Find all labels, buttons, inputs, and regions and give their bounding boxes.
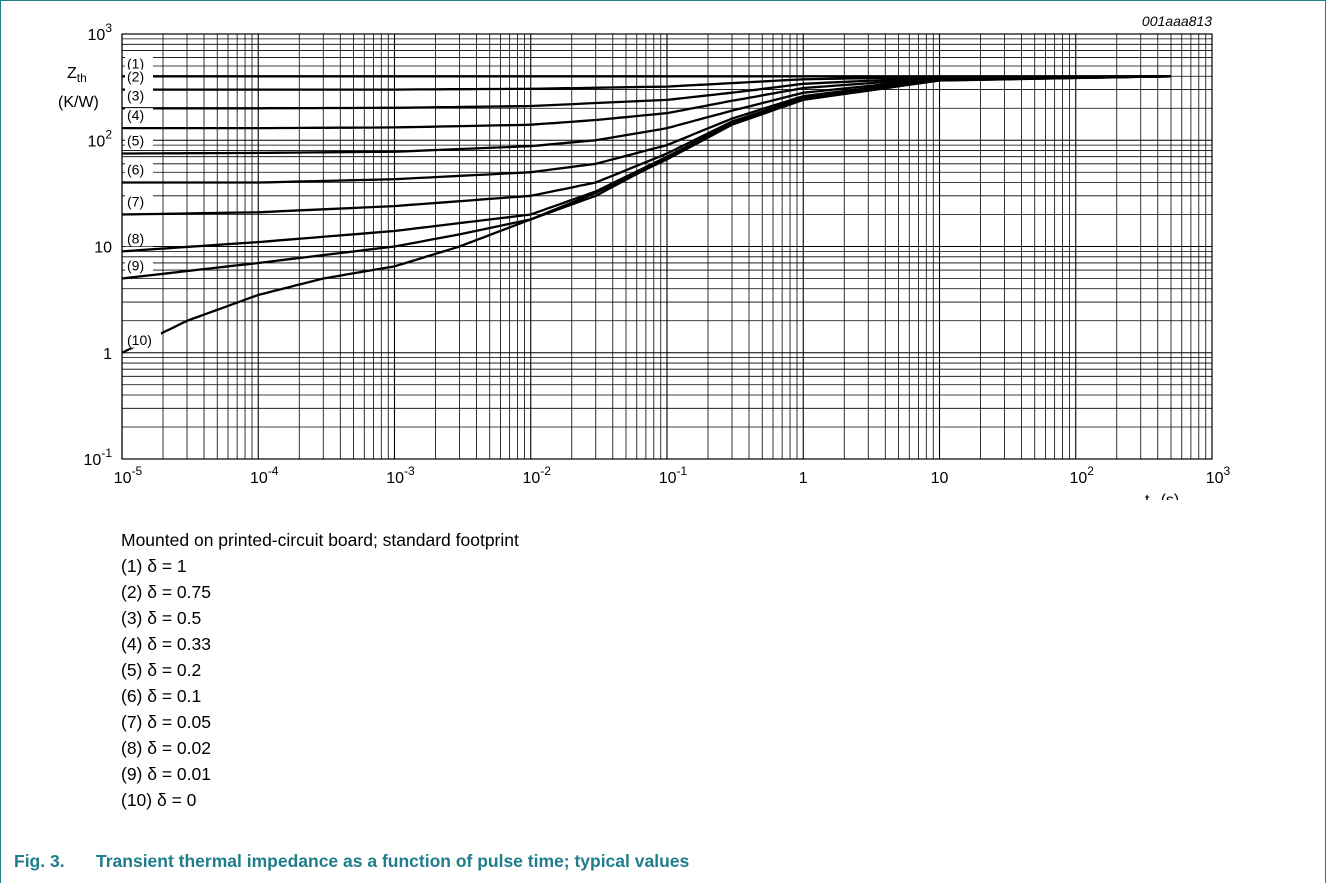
legend-item-7: (7) δ = 0.05 — [121, 712, 211, 732]
x-tick-label: 10-5 — [114, 464, 143, 487]
series-label-9: (9) — [127, 257, 144, 273]
figure-code: 001aaa813 — [1142, 13, 1212, 29]
curve-9 — [121, 75, 1172, 280]
legend-item-2: (2) δ = 0.75 — [121, 582, 211, 602]
x-tick-label: 10-3 — [386, 464, 415, 487]
x-tick-label: 102 — [1070, 464, 1095, 487]
series-label-1: (1) — [127, 55, 144, 71]
series-label-bg-6 — [125, 162, 153, 178]
legend-item-8: (8) δ = 0.02 — [121, 738, 211, 758]
thermal-impedance-chart: 10-5 10-4 10-3 10-2 10-1 1 10 102 103 10-1 1 10 102 1… — [58, 13, 1231, 500]
curve-5 — [122, 75, 1172, 155]
curve-10 — [121, 75, 1172, 354]
x-tick-label: 103 — [1206, 464, 1231, 487]
y-tick-label: 10-1 — [84, 446, 113, 469]
x-tick-label: 10-2 — [523, 464, 552, 487]
curve-2 — [122, 75, 1171, 91]
plot-border — [121, 33, 1213, 460]
series-label-10: (10) — [127, 332, 152, 348]
series-label-bg-8 — [125, 231, 153, 247]
x-tick-label: 10 — [931, 470, 949, 487]
series-label-7: (7) — [127, 194, 144, 210]
figure-notes: Mounted on printed-circuit board; standa… — [121, 527, 519, 813]
series-label-4: (4) — [127, 107, 144, 123]
y-tick-label: 102 — [88, 127, 113, 150]
series-label-2: (2) — [127, 69, 144, 85]
series-label-8: (8) — [127, 230, 144, 246]
legend-item-4: (4) δ = 0.33 — [121, 634, 211, 654]
legend-item-5: (5) δ = 0.2 — [121, 660, 202, 680]
x-tick-label: 10-1 — [659, 464, 688, 487]
y-axis-unit: (K/W) — [58, 94, 99, 111]
chart-labels: 10-5 10-4 10-3 10-2 10-1 1 10 102 103 10-1 1 10 102 1… — [58, 13, 1231, 500]
y-tick-label: 103 — [88, 21, 113, 44]
y-tick-label: 1 — [103, 346, 112, 363]
series-label-3: (3) — [127, 87, 144, 103]
series-label-bg-10 — [125, 332, 161, 348]
series-label-bg-3 — [125, 88, 153, 104]
figure-number: Fig. 3. — [14, 851, 65, 871]
series-label-5: (5) — [127, 133, 144, 149]
series-label-bg-1 — [125, 56, 153, 72]
chart-curves — [121, 75, 1172, 354]
y-axis-label: Zth — [67, 65, 87, 85]
series-label-bg-2 — [125, 69, 153, 85]
figure-title: Transient thermal impedance as a functio… — [96, 851, 690, 871]
series-label-bg-5 — [125, 133, 153, 149]
legend-item-1: (1) δ = 1 — [121, 556, 187, 576]
chart-grid — [121, 33, 1213, 460]
x-tick-label: 1 — [799, 470, 808, 487]
x-axis-label: tp (s) — [1145, 492, 1179, 500]
legend-item-9: (9) δ = 0.01 — [121, 764, 211, 784]
series-label-6: (6) — [127, 162, 144, 178]
legend-item-10: (10) δ = 0 — [121, 790, 197, 810]
mounting-note: Mounted on printed-circuit board; standa… — [121, 530, 519, 550]
series-label-bg-4 — [125, 108, 153, 124]
curve-6 — [122, 75, 1172, 184]
series-label-bg-7 — [125, 194, 153, 210]
curve-3 — [122, 75, 1172, 110]
y-tick-label: 10 — [94, 240, 112, 257]
legend-item-3: (3) δ = 0.5 — [121, 608, 202, 628]
legend-item-6: (6) δ = 0.1 — [121, 686, 202, 706]
curve-4 — [122, 75, 1172, 130]
figure-caption: Fig. 3. Transient thermal impedance as a … — [14, 851, 689, 872]
series-label-bg-9 — [125, 258, 153, 274]
x-tick-label: 10-4 — [250, 464, 279, 487]
